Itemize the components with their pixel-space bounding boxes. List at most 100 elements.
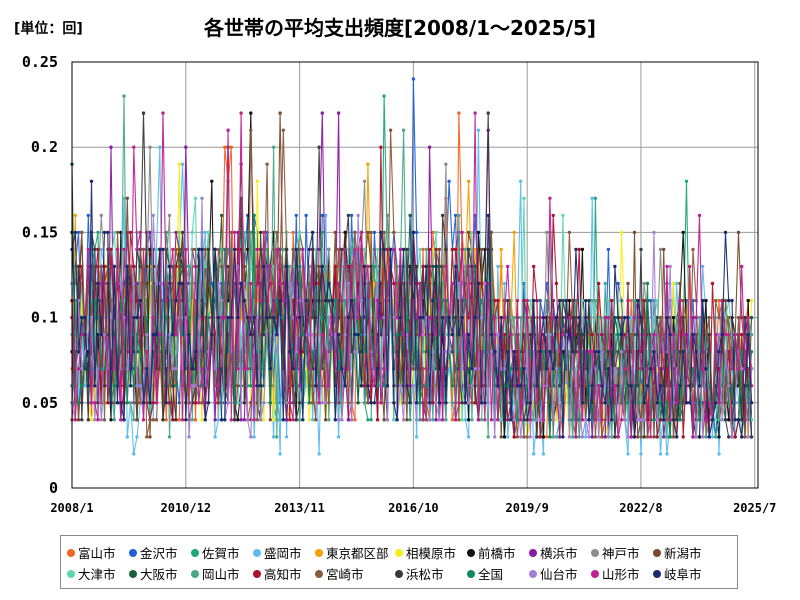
data-point (119, 418, 123, 422)
data-point (346, 367, 351, 371)
data-point (255, 179, 259, 183)
data-point (385, 213, 390, 218)
data-point (431, 230, 435, 235)
data-point (219, 315, 224, 320)
data-point (265, 162, 269, 166)
data-point (587, 298, 591, 303)
y-tick-label: 0.15 (22, 223, 58, 241)
data-point (138, 350, 142, 354)
legend-label: 神戸市 (602, 546, 640, 561)
data-point (333, 230, 337, 235)
data-point (629, 332, 633, 337)
data-point (636, 298, 640, 303)
data-point (587, 435, 591, 439)
data-point (340, 350, 344, 354)
data-point (294, 418, 298, 422)
data-point (275, 247, 279, 252)
data-point (749, 350, 754, 354)
data-point (707, 401, 711, 405)
data-point (112, 384, 117, 388)
data-point (362, 179, 367, 183)
data-point (506, 384, 510, 388)
data-point (551, 367, 555, 371)
data-point (639, 418, 643, 422)
data-point (558, 435, 562, 439)
data-point (662, 435, 666, 439)
data-point (460, 230, 464, 235)
legend-marker (467, 548, 475, 557)
legend-marker (129, 569, 137, 578)
data-point (80, 230, 84, 235)
data-point (190, 418, 194, 422)
x-tick-label: 2008/1 (50, 501, 93, 515)
data-point (145, 332, 149, 337)
data-point (395, 281, 399, 286)
data-point (86, 384, 91, 388)
data-point (610, 298, 614, 303)
data-point (645, 384, 650, 388)
data-point (366, 162, 370, 166)
data-point (317, 452, 321, 456)
data-point (476, 128, 481, 132)
data-point (655, 418, 659, 422)
data-point (132, 418, 136, 422)
data-point (359, 298, 364, 303)
data-point (164, 298, 168, 303)
data-point (99, 367, 104, 371)
data-point (76, 230, 81, 235)
data-point (317, 145, 321, 149)
data-point (440, 315, 445, 320)
data-point (450, 247, 455, 252)
data-point (320, 111, 324, 115)
data-point (86, 247, 91, 252)
data-point (610, 350, 614, 354)
data-point (473, 401, 477, 405)
data-point (675, 281, 679, 286)
data-point (395, 418, 399, 422)
y-tick-labels: 0 0.05 0.1 0.15 0.2 0.25 (22, 53, 58, 497)
data-point (242, 401, 246, 405)
data-point (580, 332, 585, 337)
data-point (447, 315, 451, 320)
data-point (294, 384, 298, 388)
data-point (346, 418, 351, 422)
data-point (187, 384, 191, 388)
data-point (723, 418, 728, 422)
data-point (96, 418, 100, 422)
data-point (733, 418, 737, 422)
data-point (197, 401, 201, 405)
data-point (606, 401, 611, 405)
data-point (297, 264, 302, 269)
data-point (499, 315, 503, 320)
data-point (580, 247, 585, 252)
data-point (636, 435, 640, 439)
data-point (362, 401, 367, 405)
data-point (740, 350, 744, 354)
data-point (239, 401, 243, 405)
data-point (109, 401, 113, 405)
data-point (161, 247, 165, 252)
data-point (704, 418, 708, 422)
data-point (151, 401, 155, 405)
data-point (226, 128, 230, 132)
data-point (223, 145, 227, 149)
data-point (684, 179, 689, 183)
data-point (128, 264, 133, 269)
data-point (320, 401, 324, 405)
data-point (727, 418, 731, 422)
data-point (359, 384, 364, 388)
data-point (558, 367, 562, 371)
data-point (600, 384, 604, 388)
data-point (145, 315, 149, 320)
data-point (128, 384, 133, 388)
data-point (255, 418, 259, 422)
data-point (411, 230, 416, 235)
data-point (382, 367, 386, 371)
data-point (317, 401, 321, 405)
data-point (297, 401, 302, 405)
data-point (356, 213, 360, 218)
data-point (171, 384, 175, 388)
data-point (200, 384, 204, 388)
data-point (658, 247, 663, 252)
